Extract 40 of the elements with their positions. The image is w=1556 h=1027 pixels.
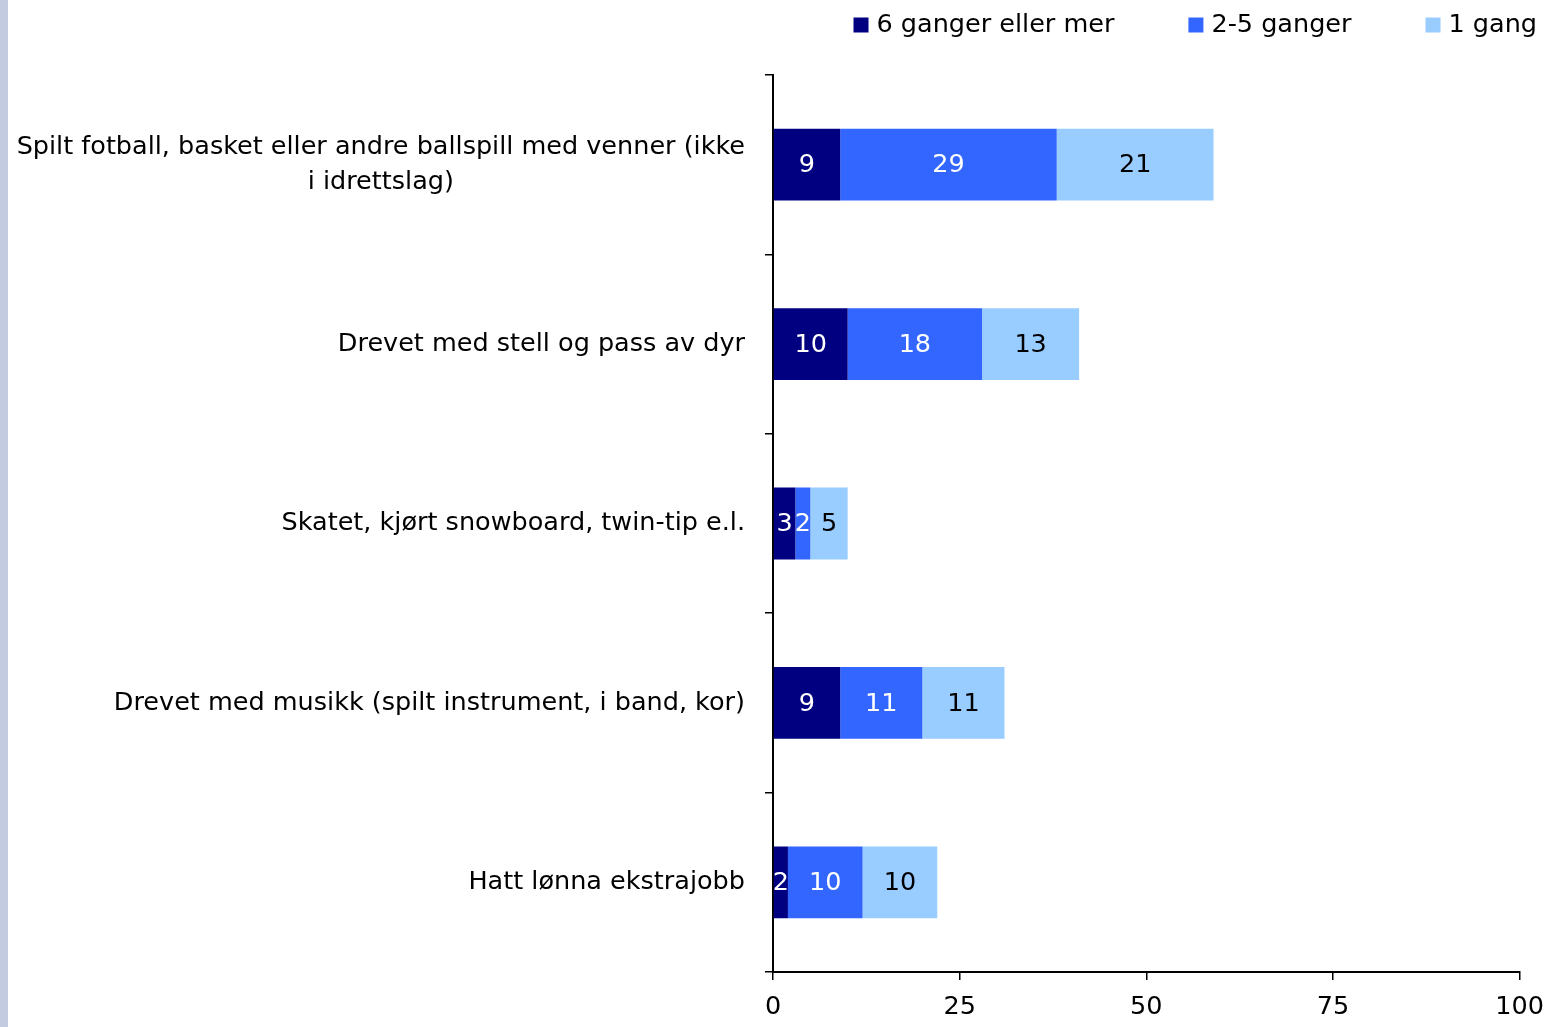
x-tick-label: 25	[943, 989, 976, 1020]
bar	[862, 846, 938, 919]
bar	[773, 667, 841, 739]
legend-label: 2-5 ganger	[1211, 7, 1353, 38]
data-label: 11	[865, 686, 898, 717]
data-label: 13	[1014, 327, 1047, 358]
y-tick-label: Hatt lønna ekstrajobb	[468, 864, 745, 895]
legend-label: 1 gang	[1448, 7, 1538, 38]
data-label: 10	[883, 865, 917, 896]
bar	[773, 128, 841, 201]
data-label: 2	[772, 865, 789, 896]
bar	[847, 308, 983, 380]
y-tick-label: Drevet med stell og pass av dyr	[337, 326, 746, 357]
data-label: 29	[932, 148, 965, 179]
y-tick-label: Spilt fotball, basket eller andre ballspill med venner (ikke i idrettslag)	[16, 129, 745, 195]
data-label: 11	[947, 686, 980, 717]
data-label: 5	[820, 507, 838, 538]
data-label: 10	[794, 327, 827, 358]
x-tick-label: 0	[764, 989, 782, 1020]
x-tick-label: 75	[1316, 989, 1350, 1020]
data-label: 2	[794, 507, 811, 538]
bar	[810, 487, 848, 560]
bar	[1056, 128, 1214, 201]
bar	[787, 846, 863, 919]
bar	[773, 308, 848, 380]
bar	[840, 128, 1057, 201]
x-tick-label: 50	[1130, 989, 1163, 1020]
data-label: 3	[776, 507, 793, 538]
bar	[840, 667, 923, 739]
y-tick-label: Skatet, kjørt snowboard, twin-tip e.l.	[281, 506, 745, 537]
x-tick-label: 100	[1495, 989, 1544, 1020]
data-label: 9	[798, 148, 816, 179]
legend-label: 6 ganger eller mer	[876, 7, 1115, 38]
bar	[922, 667, 1005, 739]
data-label: 18	[898, 327, 932, 358]
y-tick-label: Drevet med musikk (spilt instrument, i band, kor)	[113, 685, 745, 716]
data-label: 10	[809, 865, 842, 896]
bar	[982, 308, 1080, 380]
data-label: 9	[798, 686, 816, 717]
data-label: 21	[1118, 148, 1152, 179]
